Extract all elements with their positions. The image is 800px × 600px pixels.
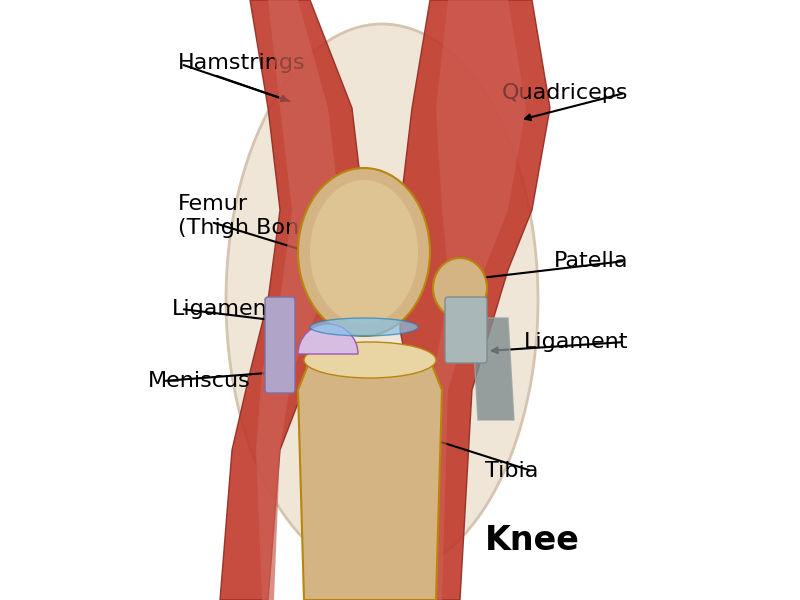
Text: Ligament: Ligament (172, 299, 277, 319)
Text: Knee: Knee (485, 523, 579, 557)
Ellipse shape (226, 24, 538, 576)
FancyBboxPatch shape (265, 297, 295, 393)
Ellipse shape (298, 168, 430, 336)
Ellipse shape (433, 258, 487, 318)
PathPatch shape (256, 0, 340, 600)
Text: Meniscus: Meniscus (148, 371, 250, 391)
PathPatch shape (400, 0, 550, 600)
Ellipse shape (310, 318, 418, 336)
PathPatch shape (298, 360, 442, 600)
Text: Tibia: Tibia (485, 461, 538, 481)
PathPatch shape (220, 0, 364, 600)
FancyBboxPatch shape (445, 297, 487, 363)
PathPatch shape (472, 318, 514, 420)
Text: Quadriceps: Quadriceps (502, 83, 628, 103)
Wedge shape (298, 324, 358, 354)
Text: Ligament: Ligament (523, 332, 628, 352)
Ellipse shape (304, 342, 436, 378)
Text: Patella: Patella (554, 251, 628, 271)
Text: Hamstrings: Hamstrings (178, 53, 306, 73)
Ellipse shape (310, 180, 418, 324)
PathPatch shape (430, 0, 526, 600)
Text: Femur
(Thigh Bone): Femur (Thigh Bone) (178, 194, 322, 238)
